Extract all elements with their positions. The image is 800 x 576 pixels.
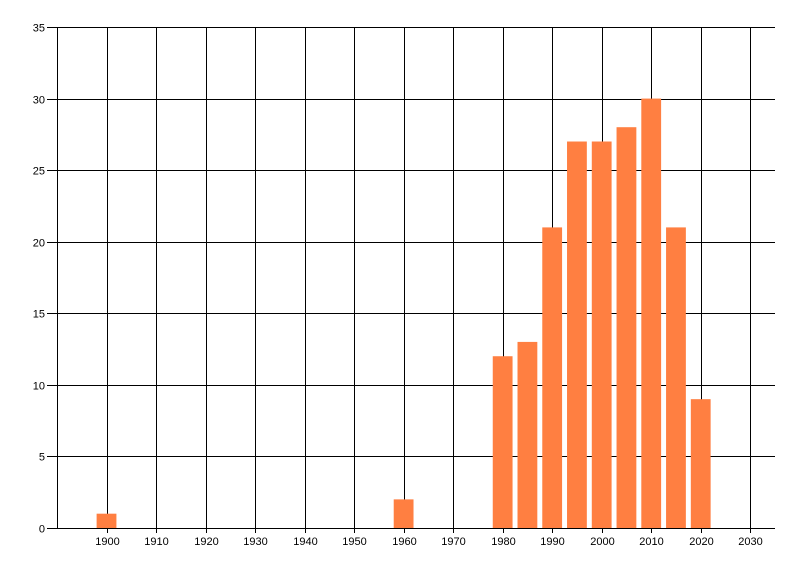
bar-2005 xyxy=(616,127,637,528)
x-tick-label: 1990 xyxy=(540,536,564,548)
y-tick-label: 25 xyxy=(33,166,45,178)
bar-1900 xyxy=(96,513,117,528)
y-tick-label: 20 xyxy=(33,238,45,250)
x-tick-label: 1970 xyxy=(441,536,465,548)
x-tick-label: 1960 xyxy=(392,536,416,548)
bar-2010 xyxy=(641,98,662,529)
bar-1990 xyxy=(542,227,563,528)
bar-2015 xyxy=(666,227,686,528)
bar-1980 xyxy=(492,356,513,528)
x-tick-label: 2030 xyxy=(738,536,762,548)
y-tick-label: 35 xyxy=(33,23,45,35)
x-tick-label: 1940 xyxy=(293,536,317,548)
y-tick-label: 0 xyxy=(39,524,45,536)
bar-2020 xyxy=(690,399,711,528)
x-tick-label: 1950 xyxy=(342,536,366,548)
bar-2000 xyxy=(591,141,612,528)
bar-1985 xyxy=(517,341,538,528)
y-tick-label: 30 xyxy=(33,95,45,107)
x-tick-label: 2000 xyxy=(590,536,614,548)
bar-1960 xyxy=(393,499,414,528)
x-tick-label: 1980 xyxy=(491,536,515,548)
bar-1995 xyxy=(567,141,587,528)
x-tick-label: 2020 xyxy=(689,536,713,548)
x-tick-label: 1910 xyxy=(144,536,168,548)
x-tick-label: 1930 xyxy=(243,536,267,548)
x-tick-label: 1920 xyxy=(194,536,218,548)
y-tick-label: 5 xyxy=(39,452,45,464)
x-tick-label: 1900 xyxy=(95,536,119,548)
x-tick-label: 2010 xyxy=(639,536,663,548)
y-tick-label: 10 xyxy=(33,381,45,393)
y-tick-label: 15 xyxy=(33,309,45,321)
